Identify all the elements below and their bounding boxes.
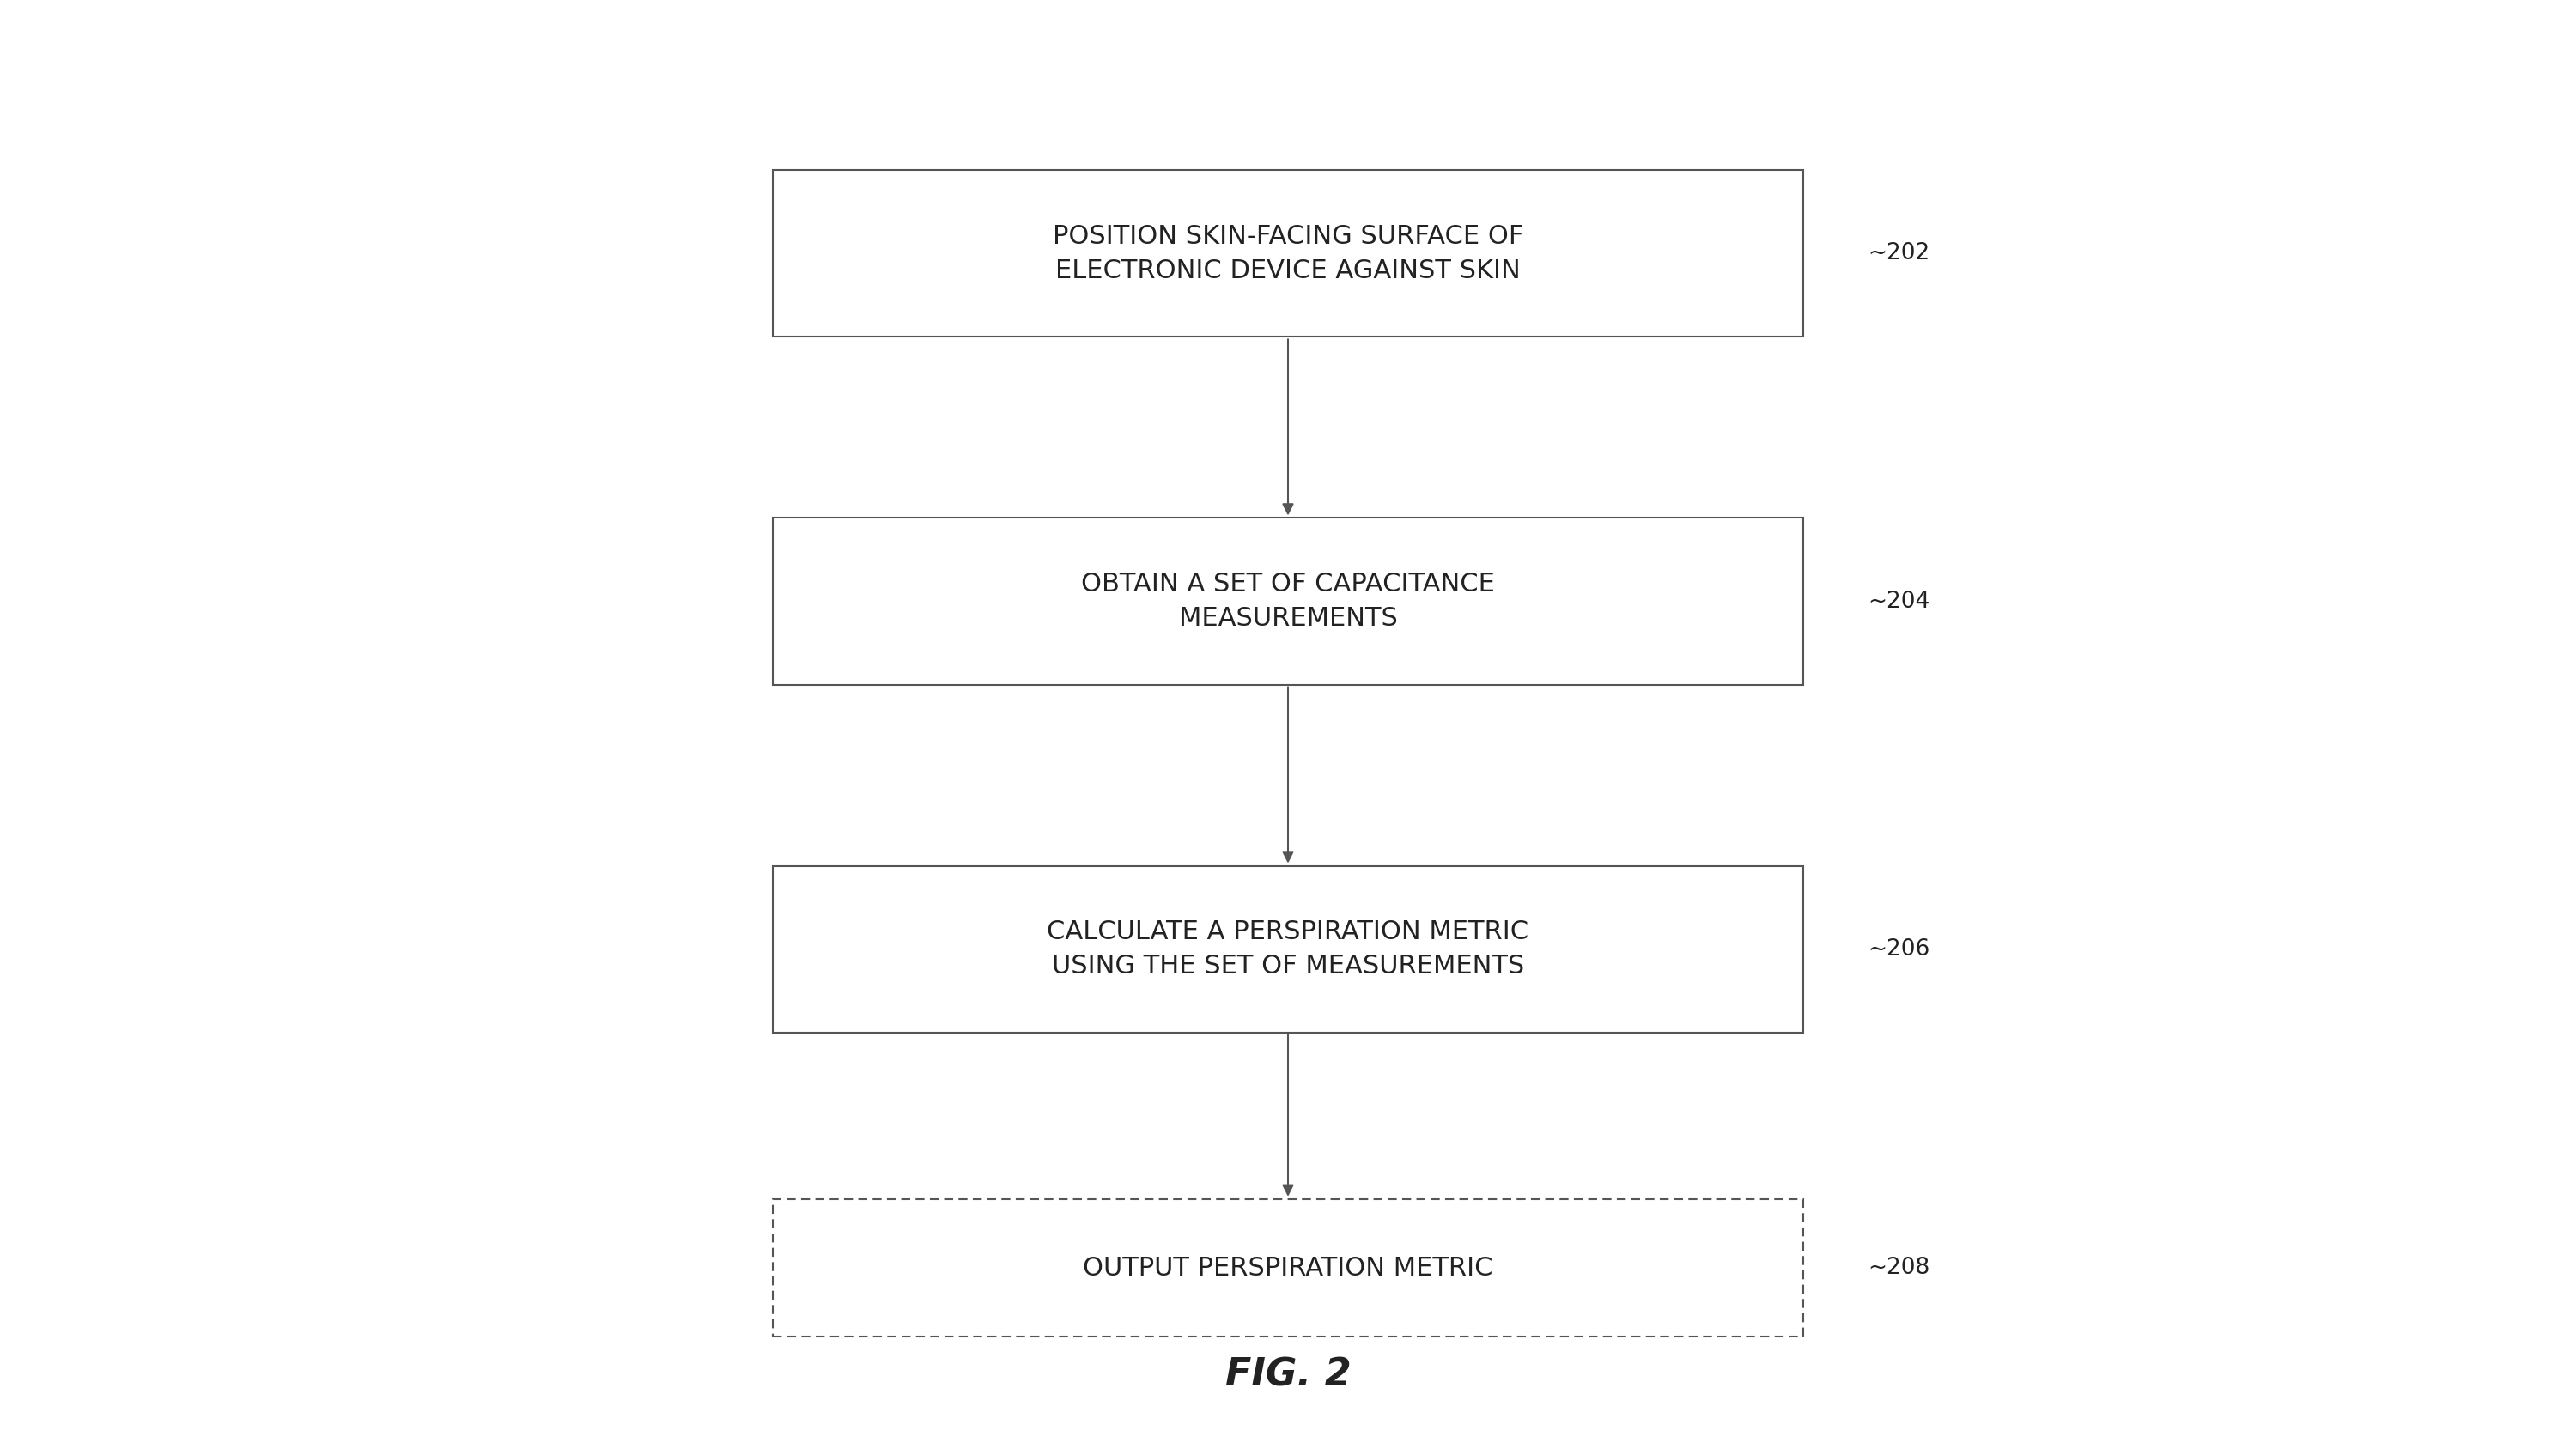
Text: OBTAIN A SET OF CAPACITANCE
MEASUREMENTS: OBTAIN A SET OF CAPACITANCE MEASUREMENTS [1082,571,1494,632]
Text: CALCULATE A PERSPIRATION METRIC
USING THE SET OF MEASUREMENTS: CALCULATE A PERSPIRATION METRIC USING TH… [1046,919,1530,980]
FancyBboxPatch shape [773,519,1803,685]
Text: FIG. 2: FIG. 2 [1226,1358,1350,1394]
Text: ~208: ~208 [1868,1256,1929,1279]
Text: POSITION SKIN-FACING SURFACE OF
ELECTRONIC DEVICE AGAINST SKIN: POSITION SKIN-FACING SURFACE OF ELECTRON… [1054,223,1522,284]
Text: OUTPUT PERSPIRATION METRIC: OUTPUT PERSPIRATION METRIC [1082,1255,1494,1281]
Text: ~202: ~202 [1868,242,1929,265]
Text: ~204: ~204 [1868,590,1929,613]
FancyBboxPatch shape [773,867,1803,1032]
Text: ~206: ~206 [1868,938,1929,961]
FancyBboxPatch shape [773,1200,1803,1336]
FancyBboxPatch shape [773,171,1803,338]
